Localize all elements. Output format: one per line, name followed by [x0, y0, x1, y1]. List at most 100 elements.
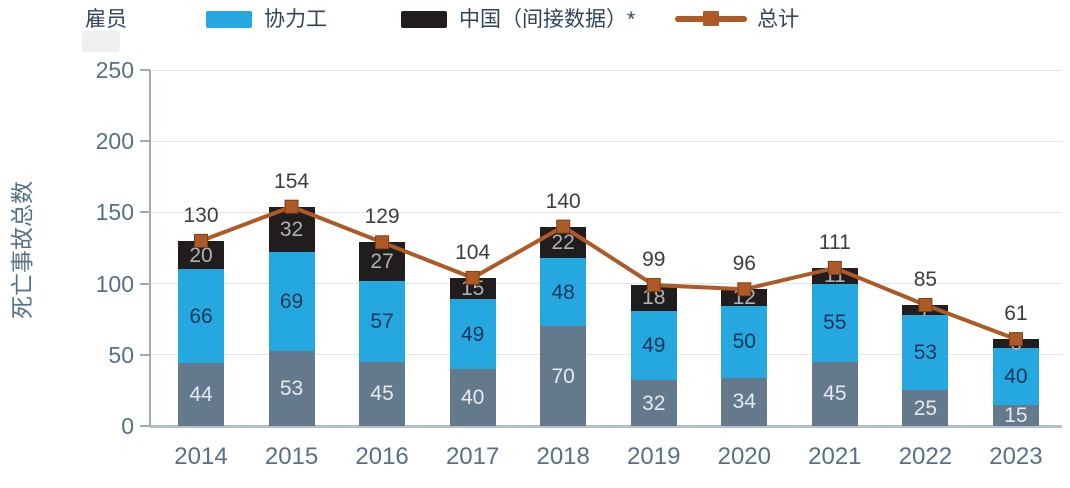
x-axis-label: 2018 [536, 443, 590, 470]
bar-segment-label: 40 [460, 386, 485, 409]
y-tick-mark [140, 140, 150, 143]
bar-segment-employees: 44 [178, 363, 224, 426]
total-line-marker [284, 199, 299, 214]
total-label: 140 [545, 189, 581, 213]
bar-segment-label: 32 [642, 391, 666, 415]
total-line-marker [465, 270, 480, 285]
y-tick-mark [140, 353, 150, 356]
total-label: 129 [364, 205, 400, 229]
bar-segment-label: 53 [279, 376, 304, 400]
total-label: 154 [274, 169, 310, 193]
bar-segment-label: 69 [279, 289, 304, 313]
y-tick-label: 100 [95, 270, 134, 297]
bar-segment-label: 49 [460, 322, 485, 346]
bar-segment-contractors: 48 [540, 257, 587, 327]
total-label: 104 [455, 240, 491, 264]
y-tick-mark [140, 425, 150, 427]
gridline-150 [150, 211, 1062, 213]
total-line [200, 204, 1017, 342]
bar-segment-employees: 34 [721, 377, 768, 426]
bar-segment-label: 25 [913, 396, 938, 420]
bar-segment-label: 66 [189, 304, 213, 328]
legend-label-employees: 雇员 [85, 7, 127, 31]
total-line-marker [194, 233, 208, 248]
bar-segment-label: 34 [732, 390, 756, 414]
bar-segment-contractors: 53 [902, 314, 949, 391]
bar-segment-contractors: 49 [449, 299, 496, 370]
bar-segment-employees: 32 [630, 380, 677, 426]
total-line-marker [375, 235, 390, 250]
legend-label-china-indirect: 中国（间接数据）* [459, 7, 636, 31]
gridline-250 [150, 69, 1062, 71]
legend-item-contractors: 协力工 [206, 9, 327, 30]
legend-label-contractors: 协力工 [264, 7, 327, 31]
bar-segment-label: 45 [370, 382, 394, 406]
total-label: 111 [818, 230, 851, 254]
bar-segment-label: 40 [1004, 364, 1028, 388]
bar-segment-employees: 15 [992, 403, 1039, 427]
gridline-50 [150, 354, 1062, 356]
bar-segment-employees: 45 [359, 361, 406, 426]
bar-segment-china-indirect: 18 [630, 285, 677, 311]
bar-segment-label: 18 [642, 286, 666, 310]
total-label: 85 [913, 267, 938, 291]
legend-square-marker-icon [703, 11, 720, 26]
bar-segment-label: 48 [551, 280, 575, 304]
gridline-100 [150, 283, 1062, 285]
y-tick-label: 0 [121, 413, 134, 439]
total-label: 99 [642, 248, 666, 272]
bar-segment-contractors: 49 [630, 310, 677, 381]
x-axis-label: 2014 [174, 443, 228, 470]
x-axis-label: 2016 [355, 443, 409, 470]
bar-segment-label: 15 [1004, 403, 1028, 427]
bar-segment-contractors: 69 [268, 252, 315, 351]
total-label: 130 [183, 203, 219, 227]
x-axis-label: 2021 [808, 443, 862, 470]
y-tick-label: 250 [95, 57, 134, 83]
total-label: 96 [732, 252, 756, 276]
x-axis-label: 2023 [989, 443, 1043, 470]
bar-segment-employees: 45 [811, 361, 858, 426]
total-line-marker [646, 278, 661, 293]
y-tick-label: 50 [108, 341, 134, 368]
x-axis-label: 2017 [445, 443, 500, 470]
y-tick-mark [140, 211, 150, 214]
bar-segment-label: 32 [279, 217, 304, 241]
legend-item-china-indirect: 中国（间接数据）* [401, 9, 635, 30]
legend-item-employees: 雇员 [85, 9, 127, 30]
bar-segment-label: 49 [642, 334, 666, 358]
x-axis-label: 2015 [264, 443, 319, 470]
bar-segment-employees: 70 [540, 326, 587, 426]
bar-segment-label: 45 [823, 382, 847, 406]
total-line-marker [737, 282, 752, 297]
legend-label-total: 总计 [757, 7, 800, 31]
y-tick-mark [140, 282, 150, 285]
bar-segment-employees: 53 [268, 350, 315, 426]
bar-segment-label: 70 [551, 364, 575, 388]
bar-segment-contractors: 55 [811, 283, 858, 362]
bar-segment-label: 57 [370, 309, 394, 333]
bar-segment-employees: 40 [449, 369, 496, 426]
total-line-marker [556, 219, 571, 234]
y-tick-mark [140, 69, 150, 71]
bar-segment-contractors: 57 [359, 280, 406, 362]
bar-segment-label: 20 [189, 243, 213, 267]
bar-segment-contractors: 50 [721, 306, 768, 378]
faded-legend-swatch [82, 31, 120, 52]
bar-segment-label: 27 [370, 250, 394, 274]
legend-swatch-china-indirect [401, 10, 447, 28]
legend-item-total: 总计 [675, 9, 799, 30]
bar-segment-employees: 25 [902, 390, 949, 426]
x-axis-label: 2019 [627, 443, 681, 470]
bar-segment-contractors: 40 [992, 347, 1039, 405]
x-axis-label: 2022 [898, 443, 953, 470]
bar-segment-label: 22 [551, 230, 575, 254]
x-axis-label: 2020 [717, 443, 771, 470]
legend: 雇员 协力工 中国（间接数据）* 总计 [85, 4, 799, 34]
total-line-marker [1008, 332, 1023, 347]
total-line-marker [827, 260, 842, 275]
legend-swatch-contractors [206, 10, 252, 28]
y-tick-label: 150 [95, 199, 134, 226]
bar-segment-label: 44 [189, 383, 213, 407]
